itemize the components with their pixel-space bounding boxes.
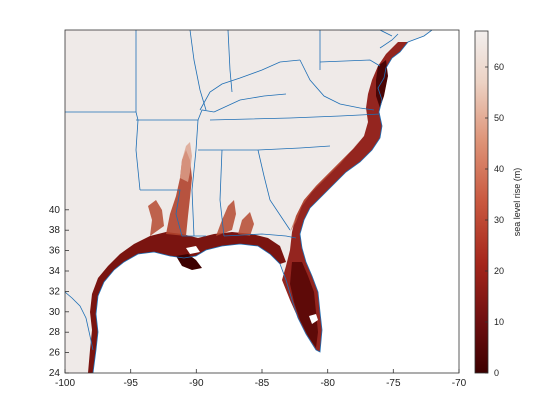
colorbar-tick-label: 20 bbox=[494, 266, 504, 276]
mississippi-valley-light bbox=[180, 142, 192, 182]
x-tick-label: -95 bbox=[123, 378, 138, 389]
lake-pontchartrain bbox=[186, 246, 200, 254]
y-tick-label: 24 bbox=[49, 368, 61, 379]
tributary-band bbox=[148, 200, 254, 236]
x-tick-label: -70 bbox=[452, 378, 467, 389]
state-line-la bbox=[140, 189, 206, 237]
state-line-ga-sc bbox=[257, 149, 291, 231]
y-tick-label: 34 bbox=[49, 266, 61, 277]
colorbar-tick-label: 60 bbox=[494, 62, 504, 72]
colorbar-tick-label: 40 bbox=[494, 164, 504, 174]
y-tick-label: 30 bbox=[49, 307, 61, 318]
map-axes: -100 -95 -90 -85 -80 -75 -70 24 26 28 30… bbox=[49, 29, 467, 389]
colorbar-tick-label: 10 bbox=[494, 317, 504, 327]
y-tick-label: 40 bbox=[49, 205, 61, 216]
x-axis: -100 -95 -90 -85 -80 -75 -70 bbox=[55, 369, 467, 389]
colorbar: 0 10 20 30 40 50 60 sea level rise (m) bbox=[474, 30, 522, 378]
x-tick-label: -90 bbox=[189, 378, 204, 389]
lake-okeechobee bbox=[309, 314, 318, 324]
mexico-border bbox=[65, 291, 94, 351]
y-tick-label: 28 bbox=[49, 327, 61, 338]
state-line-ar-mo bbox=[136, 109, 215, 121]
state-line-tn-nc bbox=[198, 145, 331, 151]
x-tick-label: -75 bbox=[386, 378, 401, 389]
state-line-ga-fl bbox=[223, 233, 297, 239]
y-tick-label: 32 bbox=[49, 286, 61, 297]
colorbar-tick-label: 30 bbox=[494, 215, 504, 225]
state-line-oh-river bbox=[199, 59, 301, 111]
y-tick-label: 26 bbox=[49, 348, 61, 359]
state-line-ny-pa bbox=[340, 30, 393, 37]
y-tick-label: 38 bbox=[49, 225, 61, 236]
state-line-pa-md bbox=[319, 59, 381, 67]
colorbar-gradient bbox=[474, 30, 489, 374]
state-line-va-wv bbox=[299, 59, 375, 111]
y-tick-label: 36 bbox=[49, 246, 61, 257]
state-line-il-mo bbox=[189, 30, 207, 111]
x-tick-label: -80 bbox=[320, 378, 335, 389]
gulf-coastal-band bbox=[88, 232, 286, 373]
state-line-nj bbox=[379, 33, 399, 49]
x-tick-label: -85 bbox=[255, 378, 270, 389]
coastline bbox=[92, 30, 433, 373]
florida-band bbox=[290, 262, 318, 348]
colorbar-tick-label: 50 bbox=[494, 113, 504, 123]
state-line-in-il bbox=[227, 30, 233, 93]
state-line-nc-va bbox=[209, 113, 381, 121]
state-line-al-ga bbox=[219, 149, 225, 237]
boundaries bbox=[65, 30, 433, 373]
y-axis: 24 26 28 30 32 34 36 38 40 bbox=[49, 205, 69, 379]
state-line-ms-al bbox=[191, 119, 199, 237]
state-line-ky-tn bbox=[213, 93, 287, 113]
atlantic-coastal-band bbox=[282, 42, 408, 352]
colorbar-tick-label: 0 bbox=[494, 368, 499, 378]
colorbar-ticks bbox=[485, 66, 488, 374]
colorbar-title: sea level rise (m) bbox=[512, 168, 522, 237]
x-tick-label: -100 bbox=[55, 378, 75, 389]
